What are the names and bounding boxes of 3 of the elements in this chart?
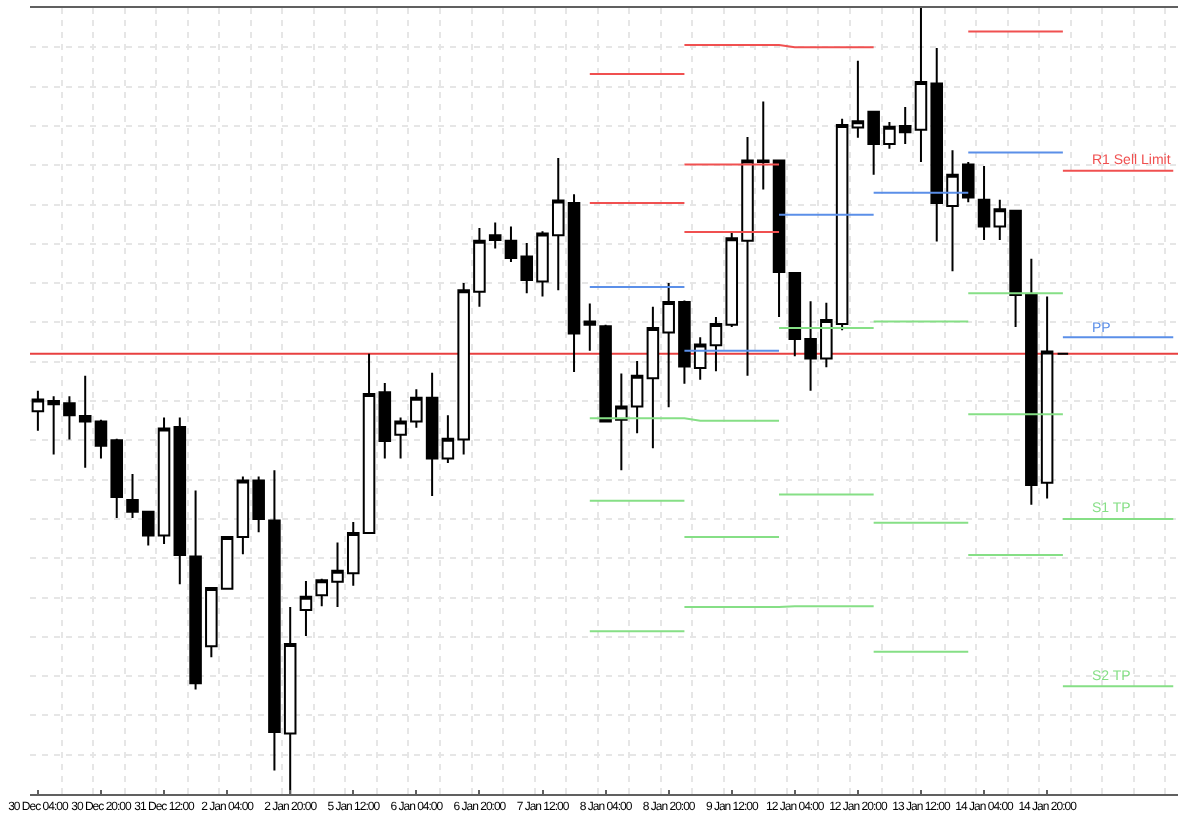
candlestick bbox=[173, 416, 187, 586]
candlestick bbox=[299, 580, 313, 638]
candlestick bbox=[977, 164, 991, 241]
